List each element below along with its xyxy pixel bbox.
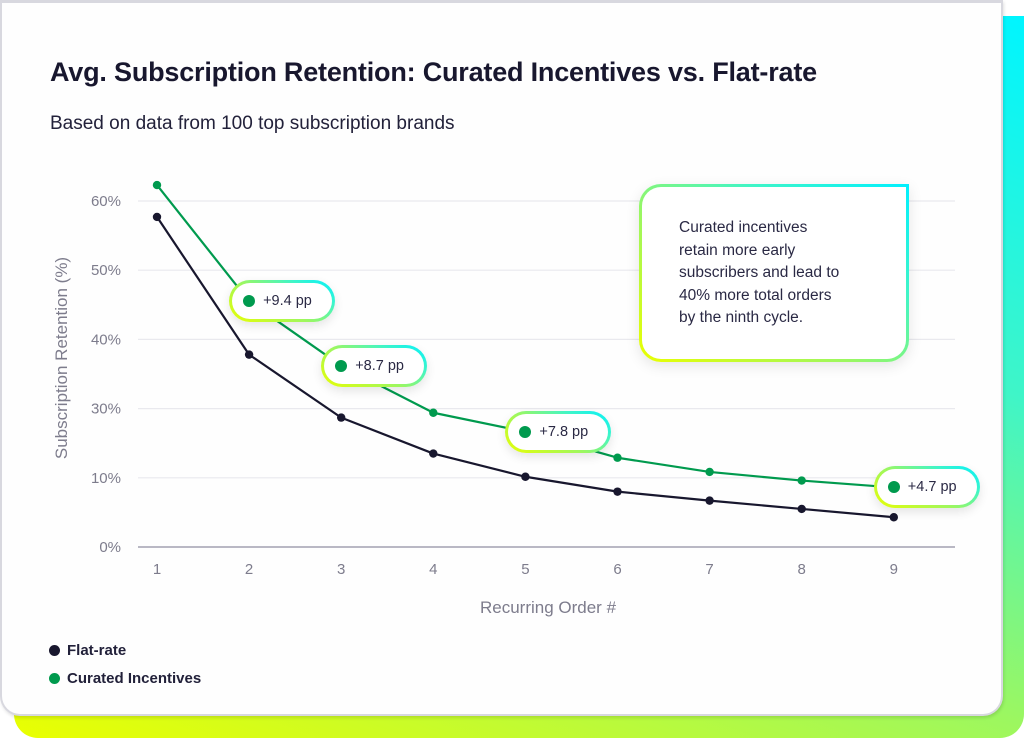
delta-badge-body: +4.7 pp [876,469,977,506]
callout-line: by the ninth cycle. [679,309,804,326]
y-axis-ticks: 0% 10% 30% 40% 50% 60% [91,193,121,556]
chart-subtitle: Based on data from 100 top subscription … [50,113,455,134]
legend-label-curated: Curated Incentives [67,669,202,687]
callout-line: subscribers and lead to [679,264,840,281]
legend-item-curated: Curated Incentives [49,664,201,692]
legend: Flat-rate Curated Incentives [49,636,201,692]
delta-label: +7.8 pp [539,423,589,440]
data-point-curated [152,180,162,190]
x-axis-title: Recurring Order # [480,598,617,617]
x-tick-label: 1 [153,561,161,578]
delta-badge: +7.8 pp [505,410,612,453]
x-axis-ticks: 1 2 3 4 5 6 7 8 9 [153,561,898,578]
x-tick-label: 9 [890,561,898,578]
data-point-flat-rate [337,413,346,422]
y-tick-label: 0% [99,539,121,556]
data-point-flat-rate [521,472,530,481]
data-point-flat-rate [889,513,898,522]
x-tick-label: 3 [337,561,345,578]
chart-title: Avg. Subscription Retention: Curated Inc… [50,57,817,87]
delta-badge: +4.7 pp [873,466,980,509]
data-point-flat-rate [613,487,622,496]
badge-dot-icon [335,359,348,372]
data-point-curated [705,467,714,477]
delta-label: +8.7 pp [355,357,404,374]
delta-badge-body: +9.4 pp [232,283,332,320]
legend-swatch-flat-rate [49,644,60,656]
y-tick-label: 50% [91,262,121,279]
badge-dot-icon [243,295,256,308]
data-point-curated [613,453,622,462]
delta-label: +4.7 pp [907,479,957,496]
x-tick-label: 5 [521,561,529,578]
data-point-flat-rate [429,449,438,458]
legend-label-flat-rate: Flat-rate [67,641,127,659]
legend-swatch-curated [49,672,60,684]
x-tick-label: 2 [245,561,253,578]
x-tick-label: 6 [613,561,621,578]
insight-callout-text: Curated incentives retain more early subsc… [642,187,906,359]
y-tick-label: 30% [91,401,121,418]
callout-line: Curated incentives [679,219,808,236]
delta-badge-body: +8.7 pp [324,347,424,384]
y-axis-title: Subscription Retention (%) [52,257,71,459]
delta-label: +9.4 pp [263,293,312,310]
y-tick-label: 10% [91,470,121,487]
data-point-curated [429,408,438,417]
data-point-flat-rate [705,496,714,505]
data-point-flat-rate [152,212,162,222]
data-point-flat-rate [244,350,254,359]
x-tick-label: 7 [705,561,713,578]
y-tick-label: 60% [91,193,121,210]
data-point-flat-rate [797,504,806,514]
delta-badge: +8.7 pp [321,344,427,387]
legend-item-flat-rate: Flat-rate [49,636,201,664]
gridlines [138,200,955,548]
x-tick-label: 4 [429,561,437,578]
y-tick-label: 40% [91,331,121,348]
callout-line: 40% more total orders [679,286,832,304]
data-point-curated [797,476,806,485]
delta-badge-body: +7.8 pp [508,413,609,450]
x-tick-label: 8 [798,561,806,578]
delta-badge: +9.4 pp [229,280,335,323]
badge-dot-icon [887,481,900,494]
badge-dot-icon [519,425,532,438]
callout-line: retain more early [679,241,796,259]
insight-callout: Curated incentives retain more early subsc… [639,184,909,362]
